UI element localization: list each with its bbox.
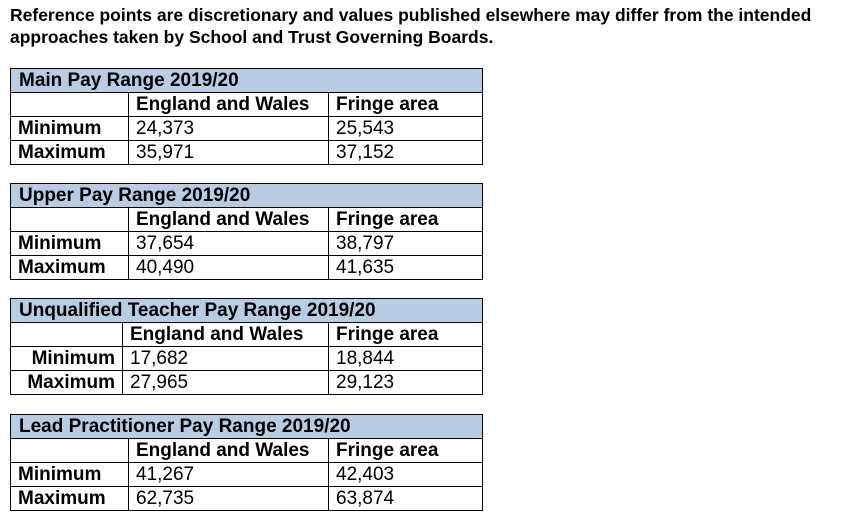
- row-label: Maximum: [10, 140, 129, 165]
- value-fringe-area: 29,123: [328, 370, 483, 395]
- table-row: Maximum 35,971 37,152: [10, 140, 484, 165]
- header-fringe-area: Fringe area: [328, 322, 483, 347]
- value-fringe-area: 38,797: [327, 231, 484, 256]
- header-england-wales: England and Wales: [128, 92, 329, 117]
- table-row: Minimum 17,682 18,844: [10, 346, 483, 371]
- value-england-wales: 24,373: [128, 116, 329, 141]
- header-blank: [10, 322, 123, 347]
- value-fringe-area: 41,635: [327, 255, 484, 280]
- header-fringe-area: Fringe area: [327, 207, 484, 232]
- value-england-wales: 17,682: [122, 346, 329, 371]
- header-fringe-area: Fringe area: [327, 438, 484, 463]
- header-england-wales: England and Wales: [122, 322, 329, 347]
- table-row: Maximum 40,490 41,635: [10, 255, 484, 280]
- value-fringe-area: 63,874: [327, 486, 484, 511]
- lead-practitioner-pay-range-table: Lead Practitioner Pay Range 2019/20 Engl…: [9, 414, 484, 511]
- value-england-wales: 41,267: [128, 462, 329, 487]
- header-blank: [10, 92, 129, 117]
- table-title: Lead Practitioner Pay Range 2019/20: [9, 414, 484, 439]
- row-label: Maximum: [10, 370, 123, 395]
- row-label: Minimum: [10, 231, 129, 256]
- value-fringe-area: 42,403: [327, 462, 484, 487]
- unqualified-teacher-pay-range-table: Unqualified Teacher Pay Range 2019/20 En…: [10, 298, 483, 395]
- value-england-wales: 37,654: [128, 231, 329, 256]
- value-fringe-area: 37,152: [327, 140, 484, 165]
- table-row: Minimum 37,654 38,797: [10, 231, 484, 256]
- row-label: Minimum: [10, 346, 123, 371]
- row-label: Maximum: [10, 486, 129, 511]
- row-label: Minimum: [10, 116, 129, 141]
- main-pay-range-table: Main Pay Range 2019/20 England and Wales…: [9, 68, 484, 165]
- table-row: Minimum 24,373 25,543: [10, 116, 484, 141]
- intro-text: Reference points are discretionary and v…: [10, 5, 812, 47]
- table-title: Unqualified Teacher Pay Range 2019/20: [10, 298, 483, 323]
- table-title: Upper Pay Range 2019/20: [9, 183, 484, 208]
- row-label: Maximum: [10, 255, 129, 280]
- header-blank: [10, 207, 129, 232]
- header-england-wales: England and Wales: [128, 207, 329, 232]
- value-england-wales: 62,735: [128, 486, 329, 511]
- table-row: Maximum 62,735 63,874: [10, 486, 484, 511]
- value-england-wales: 35,971: [128, 140, 329, 165]
- header-blank: [10, 438, 129, 463]
- value-england-wales: 27,965: [122, 370, 329, 395]
- table-row: Maximum 27,965 29,123: [10, 370, 483, 395]
- value-fringe-area: 25,543: [327, 116, 484, 141]
- value-fringe-area: 18,844: [328, 346, 483, 371]
- upper-pay-range-table: Upper Pay Range 2019/20 England and Wale…: [9, 183, 484, 280]
- header-england-wales: England and Wales: [128, 438, 329, 463]
- value-england-wales: 40,490: [128, 255, 329, 280]
- row-label: Minimum: [10, 462, 129, 487]
- table-title: Main Pay Range 2019/20: [9, 68, 484, 93]
- table-row: Minimum 41,267 42,403: [10, 462, 484, 487]
- header-fringe-area: Fringe area: [327, 92, 484, 117]
